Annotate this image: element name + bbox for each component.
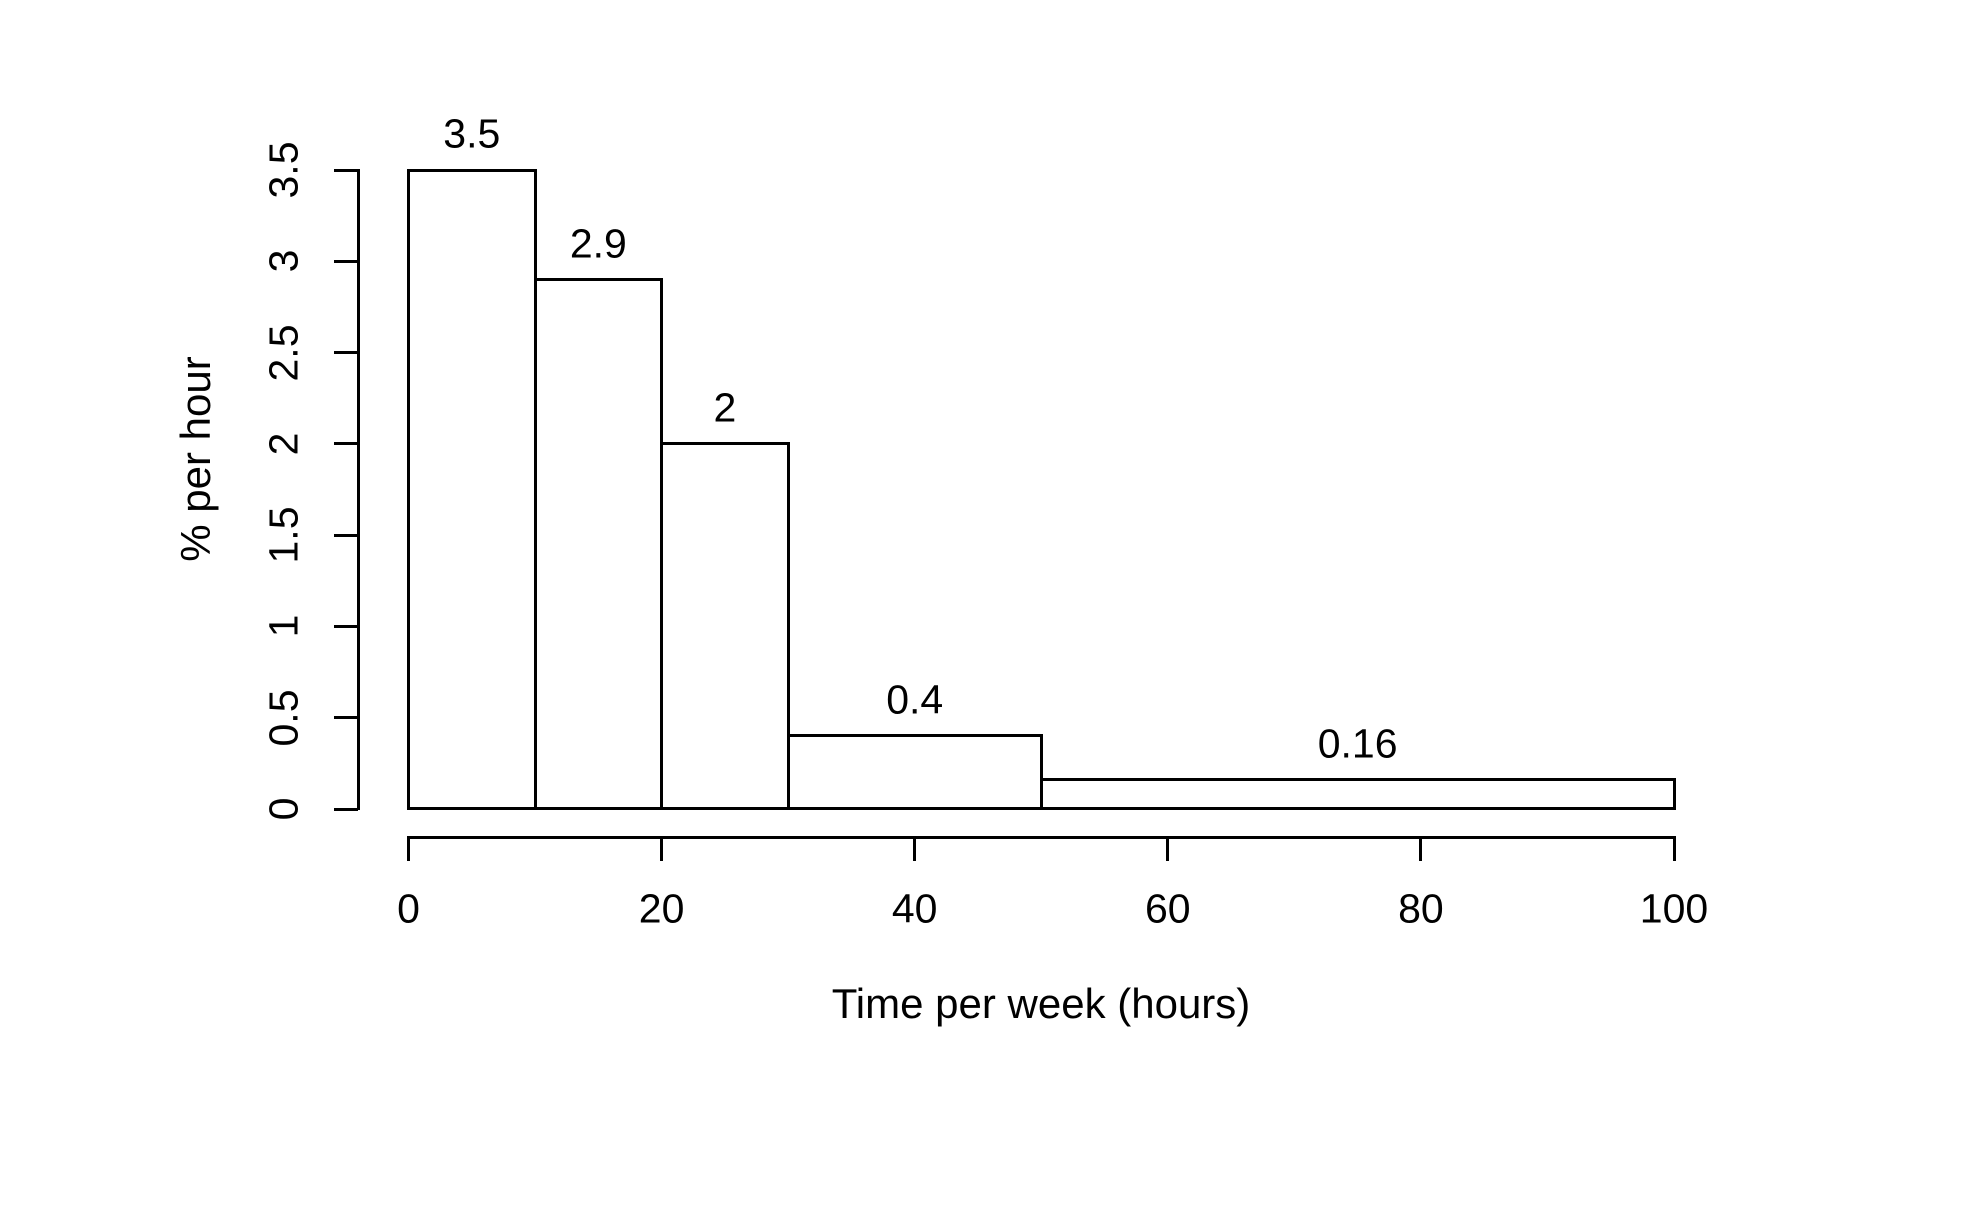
y-axis-tick: [334, 351, 358, 355]
y-axis-tick: [334, 442, 358, 446]
x-axis-tick-label: 0: [397, 885, 420, 932]
histogram-bar: [407, 168, 537, 811]
y-axis-tick: [334, 533, 358, 537]
y-axis-tick-label: 0.5: [260, 689, 307, 747]
y-axis-tick: [334, 168, 358, 172]
y-axis-tick-label: 0: [260, 797, 307, 821]
x-axis-tick-label: 40: [891, 885, 938, 932]
x-axis-tick: [1166, 837, 1170, 861]
y-axis-tick: [334, 716, 358, 720]
y-axis-line: [356, 168, 360, 811]
bar-value-label: 0.16: [1317, 720, 1398, 767]
y-axis-tick: [334, 624, 358, 628]
y-axis-tick: [334, 259, 358, 263]
y-axis-title: % per hour: [172, 356, 219, 562]
histogram-bar: [1039, 778, 1676, 811]
x-axis-tick: [660, 837, 664, 861]
x-axis-title: Time per week (hours): [831, 980, 1251, 1027]
y-axis-tick-label: 1.5: [260, 506, 307, 564]
bar-value-label: 2.9: [569, 220, 627, 267]
histogram-bar: [533, 278, 664, 811]
x-axis-line: [407, 835, 1676, 839]
x-axis-tick-label: 80: [1398, 885, 1444, 932]
bar-value-label: 3.5: [443, 110, 501, 157]
y-axis-tick-label: 3.5: [260, 141, 307, 199]
y-axis-tick-label: 2.5: [260, 324, 307, 382]
x-axis-tick-label: 100: [1639, 885, 1709, 932]
y-axis-tick-label: 2: [260, 432, 307, 456]
histogram-bar: [786, 734, 1043, 811]
y-axis-tick: [334, 807, 358, 811]
x-axis-tick: [1672, 837, 1676, 861]
bar-value-label: 2: [713, 384, 737, 431]
x-axis-tick: [1419, 837, 1423, 861]
x-axis-tick-label: 60: [1144, 885, 1191, 932]
x-axis-tick: [913, 837, 917, 861]
bar-value-label: 0.4: [886, 676, 944, 723]
y-axis-tick-label: 3: [260, 249, 307, 273]
x-axis-tick: [407, 837, 410, 861]
x-axis-tick-label: 20: [638, 885, 685, 932]
histogram-bar: [660, 442, 790, 811]
y-axis-tick-label: 1: [260, 615, 307, 638]
